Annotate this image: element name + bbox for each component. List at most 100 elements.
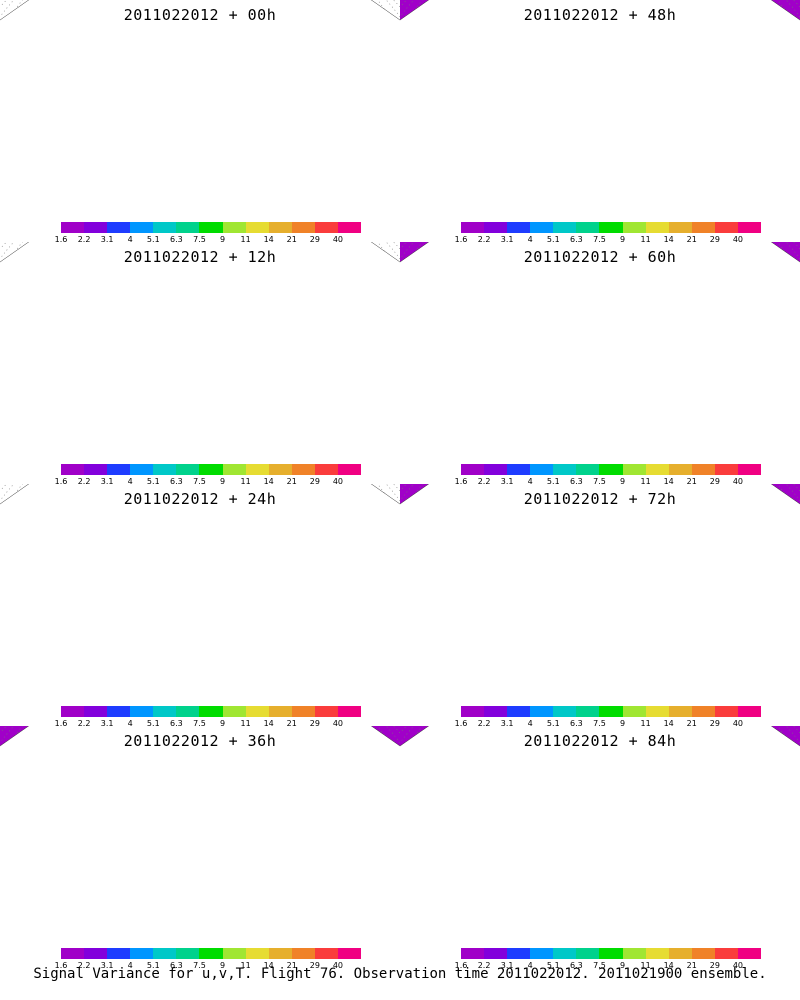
colorbar-tick-label: 5.1 [546, 235, 560, 244]
colorbar-swatch [268, 464, 292, 475]
colorbar-tick-label: 5.1 [146, 961, 160, 970]
colorbar-labels: 1.6 2.2 3.1 4 5.1 6.3 7.5 9 11 14 21 29 40 [55, 719, 361, 729]
colorbar-tick-label: 2.2 [77, 477, 91, 486]
colorbar-swatch [245, 948, 269, 959]
colorbar-tick-label: 9 [619, 719, 626, 728]
colorbar-swatch [222, 948, 246, 959]
colorbar-tick-label: 11 [640, 719, 651, 728]
colorbar-tick-label: 5.1 [546, 961, 560, 970]
colorbar-tick-label: 40 [332, 477, 344, 486]
colorbar-swatch [314, 222, 338, 233]
colorbar-swatch [461, 948, 485, 959]
colorbar-swatch [576, 222, 600, 233]
variance-map [400, 242, 800, 318]
colorbar-tick-label: 40 [732, 477, 744, 486]
colorbar-labels: 1.6 2.2 3.1 4 5.1 6.3 7.5 9 11 14 21 29 40 [455, 235, 761, 245]
colorbar-swatch [622, 222, 646, 233]
colorbar-swatch [553, 706, 577, 717]
variance-map [0, 484, 400, 560]
colorbar-swatch [84, 706, 108, 717]
colorbar-swatch [668, 948, 692, 959]
colorbar-tick-label: 29 [309, 719, 320, 728]
panel-title: 2011022012 + 84h [523, 732, 677, 750]
colorbar-swatch [314, 464, 338, 475]
colorbar-swatch [484, 948, 508, 959]
colorbar-swatch [714, 706, 738, 717]
variance-map [400, 0, 800, 76]
colorbar-labels: 1.6 2.2 3.1 4 5.1 6.3 7.5 9 11 14 21 29 40 [455, 961, 761, 971]
colorbar-tick-label: 11 [240, 235, 251, 244]
colorbar-tick-label: 21 [686, 477, 697, 486]
colorbar-swatch [530, 464, 554, 475]
colorbar-tick-label: 3.1 [100, 961, 114, 970]
colorbar-swatch [714, 464, 738, 475]
colorbar-swatch [599, 222, 623, 233]
map-panel: 2011022012 + 36h 1.6 2.2 3.1 4 5.1 6.3 7.5 9 11 14… [0, 726, 400, 970]
colorbar-tick-label: 3.1 [500, 719, 514, 728]
colorbar-tick-label: 14 [663, 961, 674, 970]
colorbar-tick-label: 7.5 [193, 235, 206, 244]
colorbar-tick-label: 2.2 [477, 719, 491, 728]
colorbar-tick-label: 21 [686, 961, 697, 970]
colorbar-swatch [291, 706, 315, 717]
colorbar-swatch [553, 222, 577, 233]
variance-map [0, 726, 400, 802]
colorbar-tick-label: 2.2 [477, 477, 491, 486]
colorbar-swatch [222, 464, 246, 475]
colorbar-tick-label: 7.5 [193, 961, 206, 970]
colorbar-swatch [61, 706, 85, 717]
colorbar-swatch [268, 222, 292, 233]
colorbar-tick-label: 7.5 [593, 961, 606, 970]
colorbar-tick-label: 5.1 [546, 719, 560, 728]
colorbar-tick-label: 40 [332, 961, 344, 970]
colorbar-swatch [337, 706, 362, 717]
colorbar-swatch [507, 706, 531, 717]
colorbar-tick-label: 29 [709, 235, 720, 244]
colorbar-swatch [599, 706, 623, 717]
colorbar-tick-label: 7.5 [593, 477, 606, 486]
colorbar-tick-label: 40 [332, 719, 344, 728]
colorbar-swatch [61, 464, 85, 475]
colorbar-swatch [291, 222, 315, 233]
colorbar-swatch [268, 948, 292, 959]
colorbar-labels: 1.6 2.2 3.1 4 5.1 6.3 7.5 9 11 14 21 29 40 [455, 719, 761, 729]
colorbar-swatch [337, 948, 362, 959]
colorbar-swatch [84, 222, 108, 233]
variance-map [400, 726, 800, 802]
colorbar-swatch [84, 948, 108, 959]
colorbar-swatch [84, 464, 108, 475]
colorbar-swatch [153, 706, 177, 717]
colorbar-tick-label: 9 [219, 235, 226, 244]
colorbar-tick-label: 9 [219, 477, 226, 486]
colorbar-tick-label: 40 [732, 719, 744, 728]
colorbar-swatch [107, 706, 131, 717]
colorbar-swatch [245, 222, 269, 233]
colorbar-swatch [222, 706, 246, 717]
colorbar-tick-label: 21 [286, 961, 297, 970]
colorbar-swatch [153, 948, 177, 959]
colorbar-tick-label: 11 [240, 961, 251, 970]
colorbar-tick-label: 6.3 [170, 477, 183, 486]
colorbar-swatch [507, 222, 531, 233]
colorbar-swatch [176, 948, 200, 959]
colorbar-tick-label: 14 [663, 477, 674, 486]
map-panel: 2011022012 + 48h 1.6 2.2 3.1 4 5.1 6.3 7.5 9 11 14… [400, 0, 800, 244]
colorbar-swatch [153, 464, 177, 475]
colorbar-tick-label: 4 [127, 477, 133, 486]
colorbar [61, 464, 362, 475]
colorbar-tick-label: 11 [640, 961, 651, 970]
colorbar-tick-label: 7.5 [193, 719, 206, 728]
colorbar-tick-label: 9 [219, 961, 226, 970]
colorbar-swatch [245, 706, 269, 717]
colorbar-tick-label: 7.5 [193, 477, 206, 486]
colorbar-labels: 1.6 2.2 3.1 4 5.1 6.3 7.5 9 11 14 21 29 40 [55, 961, 361, 971]
colorbar-swatch [737, 706, 762, 717]
colorbar-swatch [553, 948, 577, 959]
colorbar-swatch [691, 948, 715, 959]
colorbar-tick-label: 40 [732, 961, 744, 970]
colorbar-tick-label: 14 [263, 235, 274, 244]
map-panel: 2011022012 + 12h 1.6 2.2 3.1 4 5.1 6.3 7.5 9 11 14… [0, 242, 400, 486]
colorbar-swatch [291, 464, 315, 475]
colorbar-labels: 1.6 2.2 3.1 4 5.1 6.3 7.5 9 11 14 21 29 40 [455, 477, 761, 487]
colorbar-tick-label: 6.3 [170, 235, 183, 244]
